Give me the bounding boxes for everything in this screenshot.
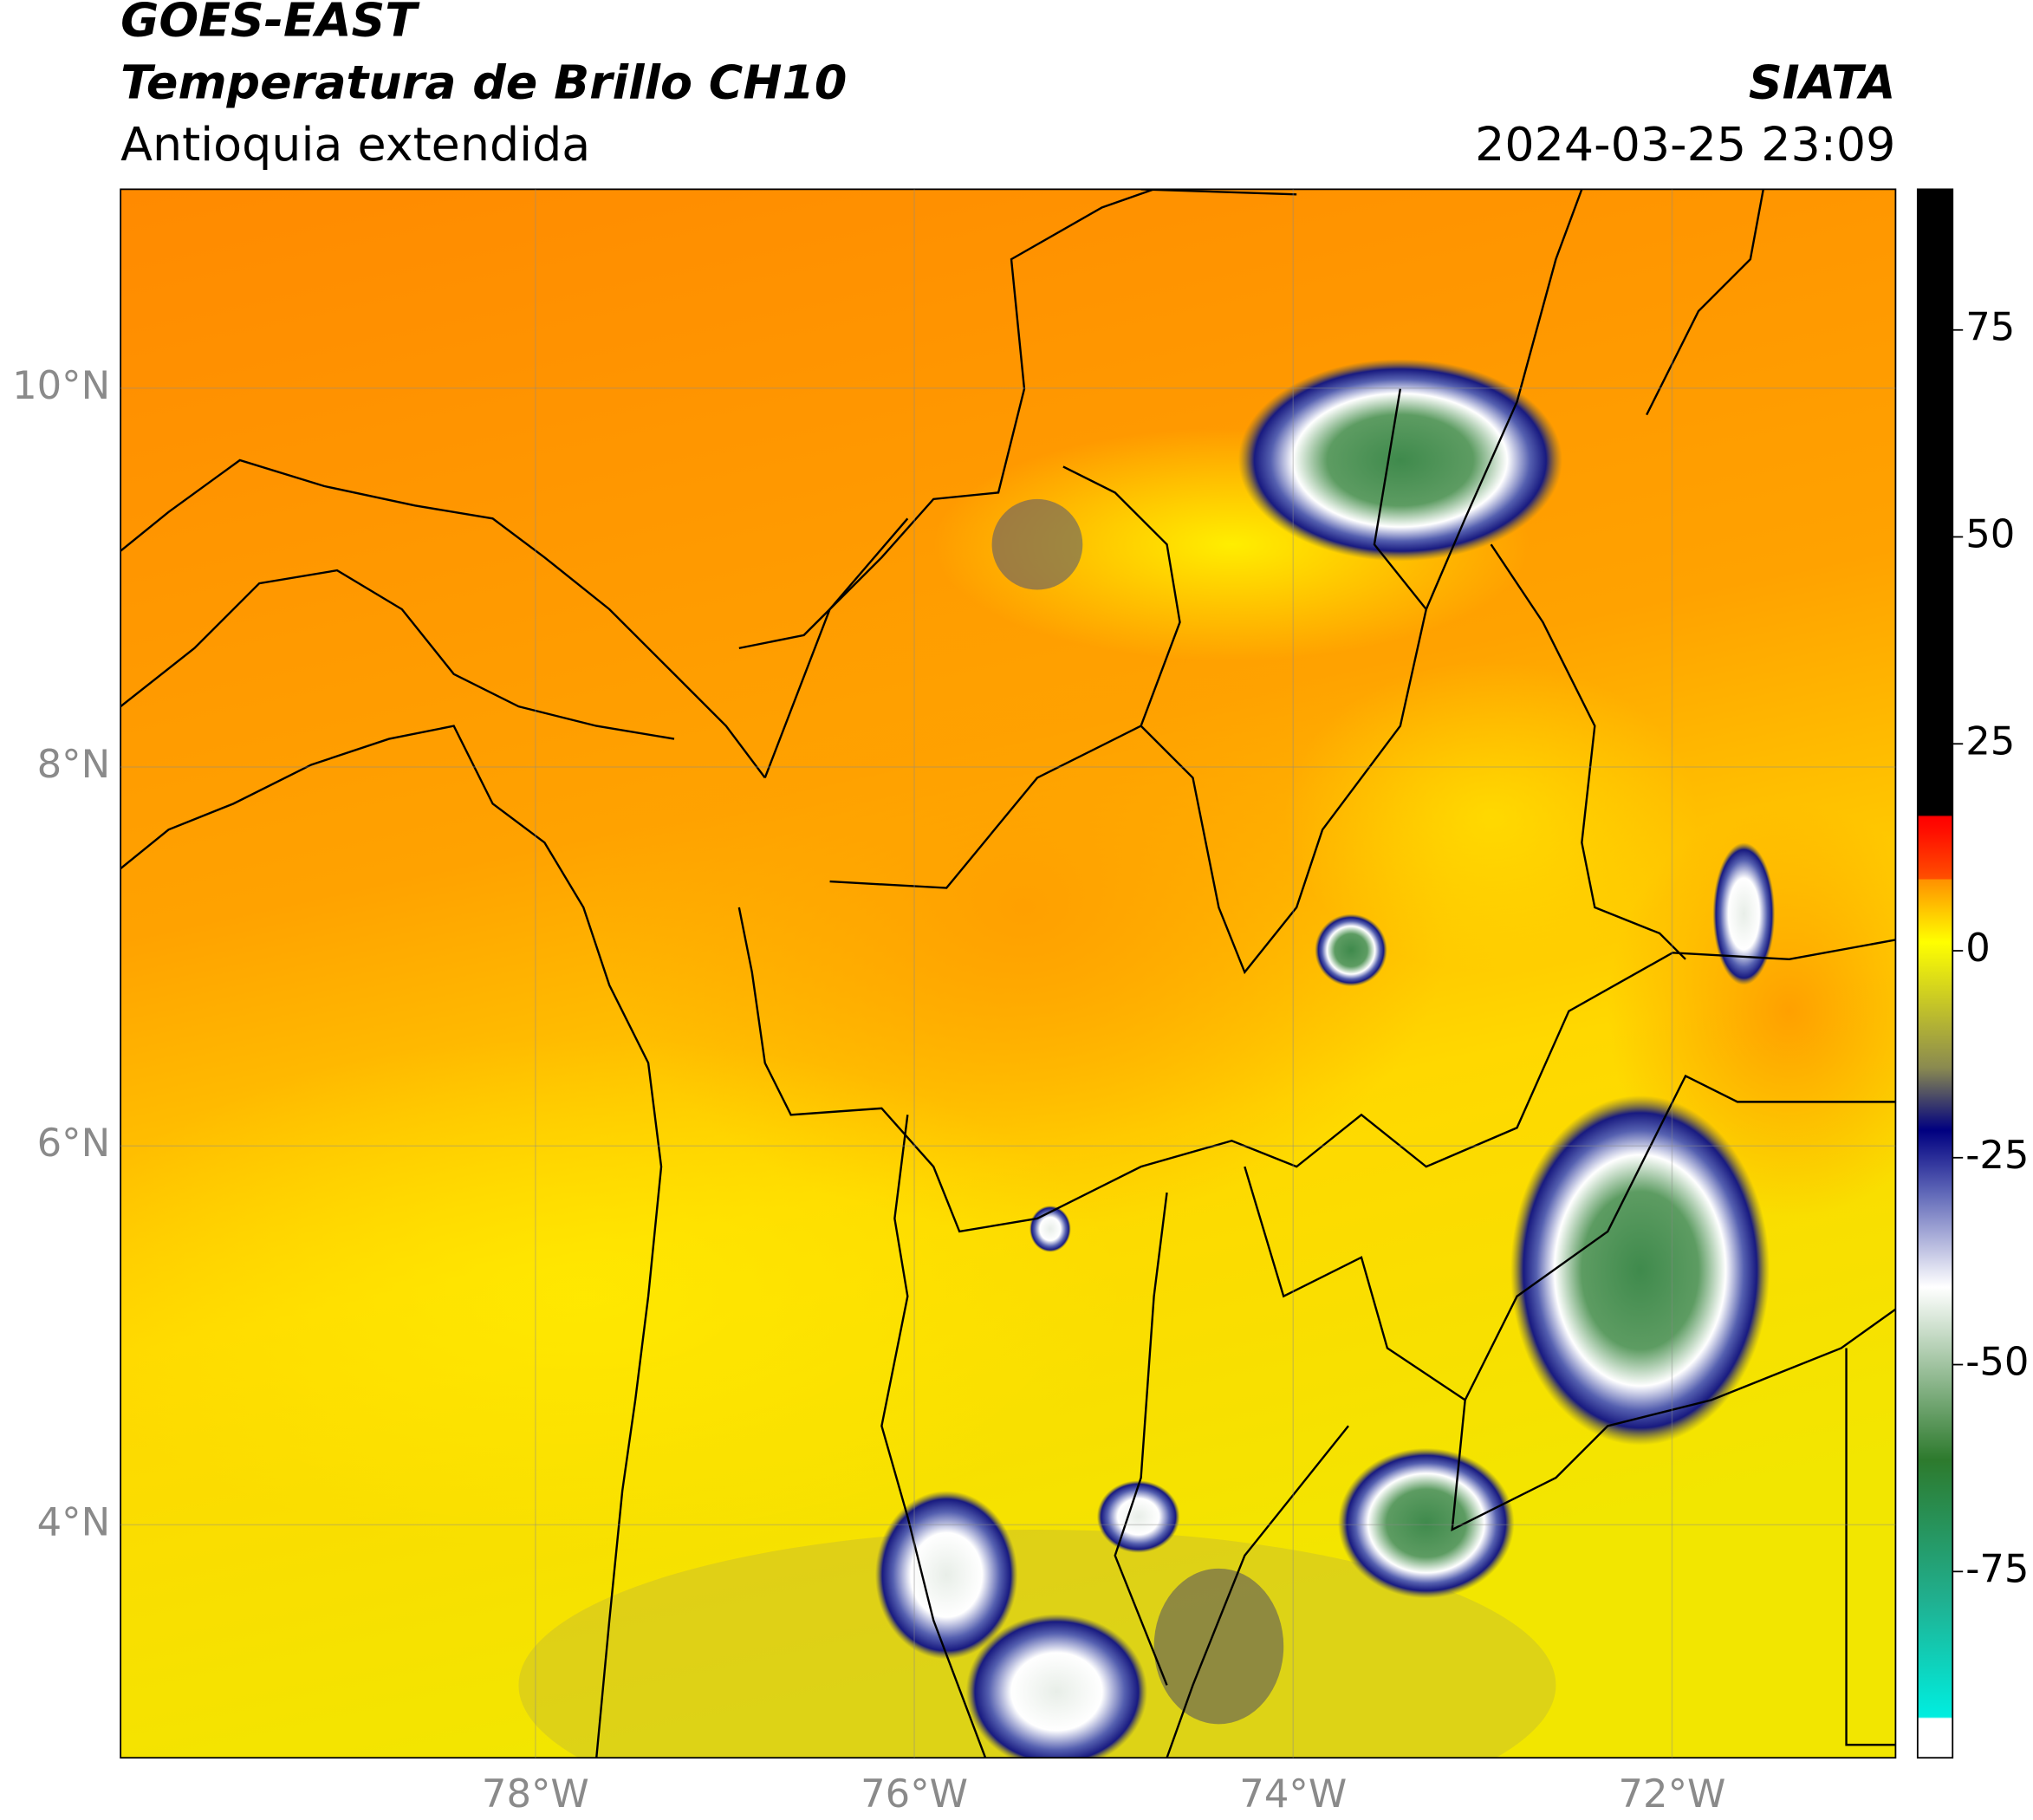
x-tick-label: 72°W [1619,1771,1726,1817]
x-tick-label: 76°W [861,1771,968,1817]
colorbar-tick-label: -75 [1965,1545,2029,1591]
y-tick-label: 4°N [37,1498,111,1544]
satellite-title: GOES-EAST [120,0,420,48]
colorbar-tick-label: -25 [1965,1132,2029,1178]
colorbar-tick-label: 75 [1965,304,2015,350]
region-subtitle: Antioquia extendida [120,117,590,172]
colorbar-tick-label: 25 [1965,718,2015,764]
y-tick-label: 10°N [12,362,110,408]
map-frame [120,188,1897,1759]
product-title: Temperatura de Brillo CH10 [120,55,847,109]
colorbar [1916,188,1954,1759]
map-image [120,189,1896,1758]
agency: SIATA [1749,55,1896,109]
colorbar-tick-label: -50 [1965,1339,2029,1385]
y-tick-label: 6°N [37,1120,111,1166]
y-tick-label: 8°N [37,741,111,787]
datetime: 2024-03-25 23:09 [1475,117,1895,172]
colorbar-tick-label: 50 [1965,511,2015,557]
colorbar-tick-label: 0 [1965,925,1991,971]
x-tick-label: 74°W [1239,1771,1347,1817]
x-tick-label: 78°W [482,1771,589,1817]
